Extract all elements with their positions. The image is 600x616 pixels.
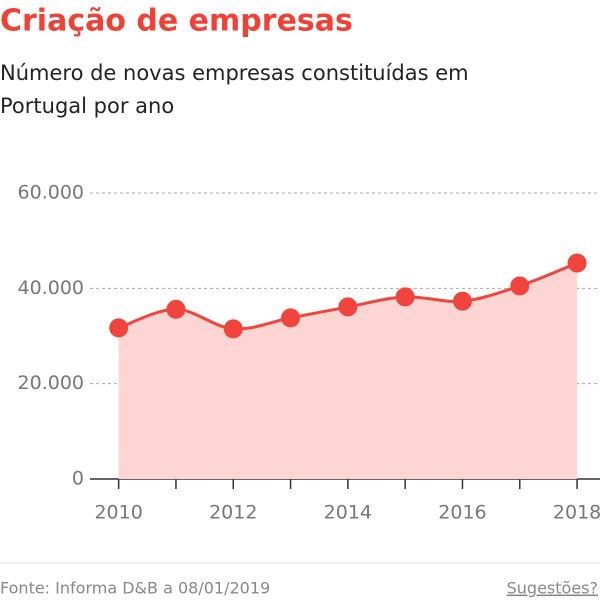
y-tick-label: 20.000 bbox=[18, 372, 84, 394]
y-tick-label: 40.000 bbox=[18, 277, 84, 299]
point bbox=[338, 297, 358, 317]
chart-subtitle: Portugal por ano bbox=[0, 94, 174, 118]
source: Fonte: Informa D&B a 08/01/2019 bbox=[0, 579, 270, 598]
point bbox=[281, 308, 301, 328]
x-tick-label: 2012 bbox=[209, 502, 257, 524]
x-tick-label: 2014 bbox=[324, 502, 372, 524]
x-tick-label: 2018 bbox=[553, 502, 600, 524]
suggestions-link[interactable]: Sugestões? bbox=[507, 579, 598, 598]
x-tick-label: 2016 bbox=[438, 502, 486, 524]
point bbox=[510, 276, 530, 296]
chart-title: Criação de empresas bbox=[0, 4, 353, 39]
point bbox=[452, 291, 472, 311]
point bbox=[567, 253, 587, 273]
y-tick-label: 0 bbox=[72, 468, 84, 490]
point bbox=[166, 299, 186, 319]
x-tick-label: 2010 bbox=[94, 502, 142, 524]
point bbox=[395, 287, 415, 307]
point bbox=[109, 318, 129, 338]
point bbox=[223, 319, 243, 339]
area bbox=[118, 263, 578, 479]
chart-subtitle: Número de novas empresas constituídas em bbox=[0, 61, 469, 85]
y-tick-label: 60.000 bbox=[18, 182, 84, 204]
